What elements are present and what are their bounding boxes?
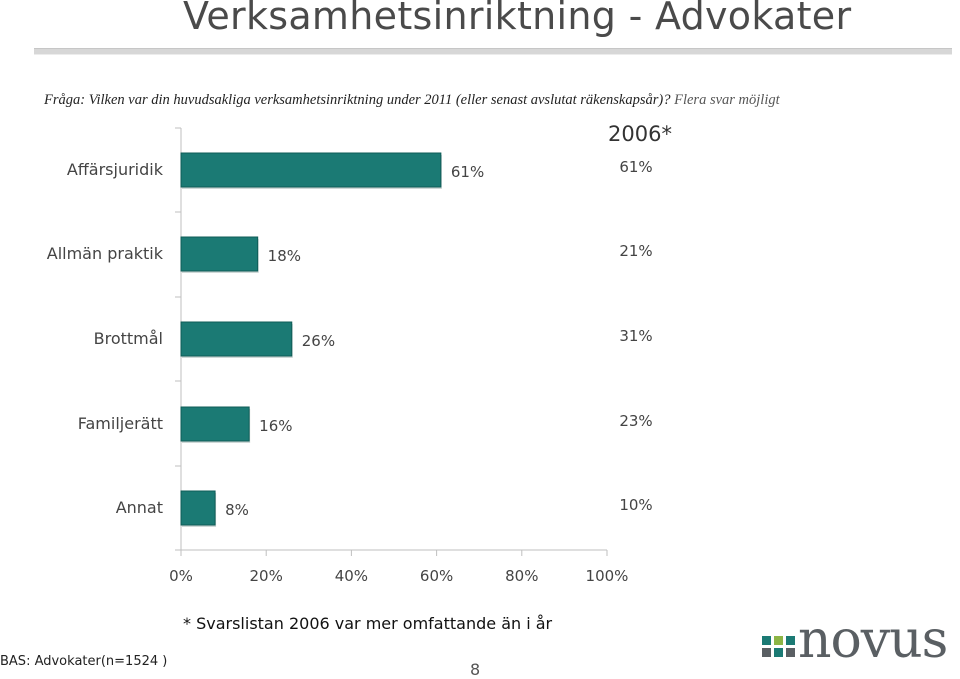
page-number: 8 [470,660,481,679]
bar [180,406,250,442]
question-text: Fråga: Vilken var din huvudsakliga verks… [44,92,671,108]
category-label: Affärsjuridik [66,160,163,179]
x-tick-label: 20% [249,567,283,585]
title-divider [34,48,952,55]
novus-logo: novus [758,614,958,670]
x-tick-label: 60% [419,567,454,585]
category-label: Annat [115,498,163,517]
comparison-label: 61% [619,158,653,176]
x-tick-label: 80% [505,567,539,585]
logo-square-icon [774,648,783,657]
data-label: 61% [450,163,485,181]
comparison-label: 10% [619,496,653,514]
logo-wordmark: novus [798,610,948,670]
bar [180,152,442,188]
page-title: Verksamhetsinriktning - Advokater [183,0,852,38]
comparison-label: 31% [619,327,653,345]
bar [180,321,293,357]
question-note: Flera svar möjligt [674,92,780,108]
comparison-label: 21% [619,242,653,260]
category-label: Allmän praktik [46,244,163,263]
data-label: 26% [301,332,336,350]
category-label: Familjerätt [77,414,163,433]
logo-square-icon [786,648,795,657]
bar [180,236,259,272]
x-tick-label: 100% [585,567,629,585]
base-note: BAS: Advokater(n=1524 ) [0,654,168,669]
x-tick-label: 40% [334,567,369,585]
logo-square-icon [762,636,771,645]
survey-question: Fråga: Vilken var din huvudsakliga verks… [44,92,780,109]
footnote: * Svarslistan 2006 var mer omfattande än… [183,614,553,633]
data-label: 16% [259,417,293,435]
comparison-header: 2006* [608,122,672,146]
logo-square-icon [762,648,771,657]
category-label: Brottmål [93,329,163,348]
bar [180,490,216,526]
logo-square-icon [774,636,783,645]
data-label: 8% [225,501,249,519]
data-label: 18% [267,247,302,265]
x-tick-label: 0% [169,567,193,585]
logo-square-icon [786,636,795,645]
comparison-label: 23% [619,412,653,430]
